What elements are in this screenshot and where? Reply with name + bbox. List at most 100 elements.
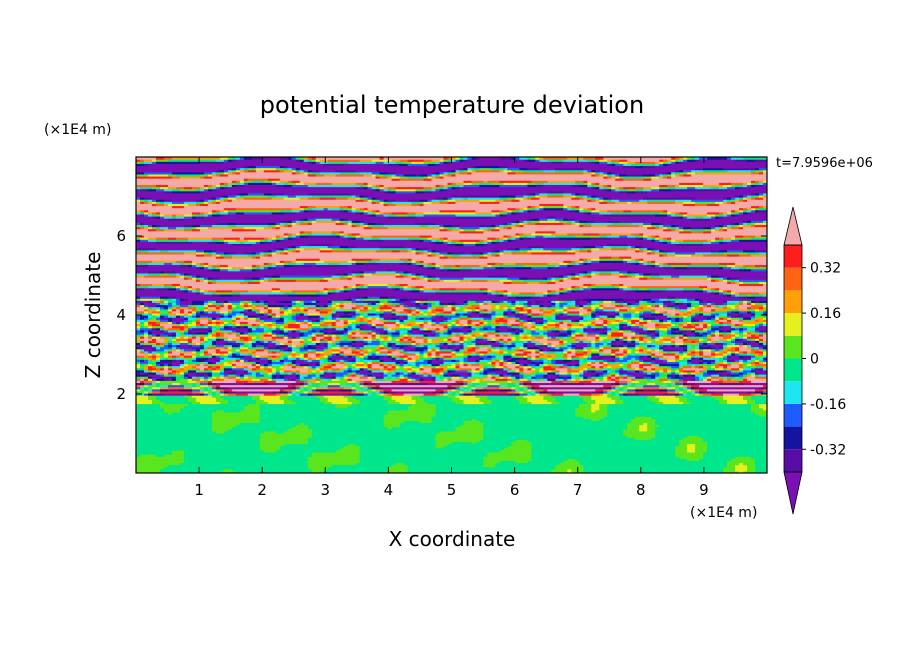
contour-cell — [495, 454, 501, 457]
contour-cell — [219, 424, 225, 428]
contour-cell — [319, 428, 325, 432]
contour-cell — [215, 447, 221, 451]
contour-cell — [239, 460, 245, 464]
contour-cell — [136, 451, 141, 455]
contour-cell — [299, 439, 305, 442]
contour-cell — [731, 470, 736, 473]
contour-cell — [331, 418, 337, 421]
contour-cell — [287, 428, 293, 432]
contour-cell — [539, 435, 544, 438]
contour-cell — [623, 468, 628, 472]
contour-cell — [703, 466, 708, 470]
contour-cell — [311, 435, 317, 438]
contour-cell — [427, 439, 433, 442]
contour-cell — [383, 466, 389, 470]
contour-cell — [295, 451, 301, 455]
contour-cell — [699, 418, 704, 421]
contour-cell — [299, 414, 305, 417]
contour-cell — [319, 449, 325, 453]
contour-cell — [491, 439, 497, 442]
contour-cell — [355, 416, 361, 419]
contour-cell — [283, 470, 289, 473]
contour-cell — [719, 454, 724, 457]
contour-cell — [471, 432, 477, 436]
contour-cell — [287, 462, 293, 466]
contour-cell — [559, 449, 564, 453]
contour-cell — [183, 456, 189, 459]
contour-cell — [763, 468, 767, 472]
contour-cell — [375, 445, 381, 449]
contour-cell — [359, 466, 365, 470]
contour-cell — [143, 430, 149, 434]
contour-cell — [267, 441, 273, 445]
contour-cell — [147, 418, 153, 421]
contour-cell — [759, 447, 764, 451]
contour-cell — [459, 466, 465, 470]
contour-cell — [607, 449, 612, 453]
contour-cell — [143, 414, 149, 417]
contour-cell — [499, 449, 505, 453]
contour-cell — [327, 432, 333, 436]
contour-cell — [291, 466, 297, 470]
contour-cell — [383, 454, 389, 457]
contour-cell — [703, 437, 708, 440]
contour-cell — [751, 416, 756, 419]
contour-cell — [355, 441, 361, 445]
contour-cell — [219, 460, 225, 464]
contour-cell — [347, 441, 353, 445]
contour-cell — [215, 462, 221, 466]
contour-cell — [735, 428, 740, 432]
contour-cell — [611, 422, 616, 426]
contour-cell — [595, 416, 600, 419]
contour-cell — [479, 466, 485, 470]
contour-cell — [723, 449, 728, 453]
contour-cell — [747, 416, 752, 419]
contour-cell — [395, 416, 401, 419]
contour-cell — [279, 449, 285, 453]
contour-cell — [603, 432, 608, 436]
contour-cell — [411, 447, 417, 451]
contour-cell — [479, 445, 485, 449]
contour-cell — [695, 437, 700, 440]
contour-cell — [583, 447, 588, 451]
contour-cell — [627, 449, 632, 453]
contour-cell — [139, 449, 145, 453]
contour-cell — [183, 414, 189, 417]
contour-cell — [231, 451, 237, 455]
contour-cell — [199, 418, 205, 421]
contour-cell — [599, 418, 604, 421]
contour-cell — [615, 439, 620, 442]
contour-cell — [387, 422, 393, 426]
contour-cell — [136, 432, 141, 436]
contour-cell — [227, 422, 233, 426]
contour-cell — [255, 470, 261, 473]
contour-cell — [195, 426, 201, 430]
contour-cell — [511, 449, 516, 453]
contour-cell — [611, 462, 616, 466]
contour-cell — [271, 414, 277, 417]
contour-cell — [191, 462, 197, 466]
contour-cell — [551, 456, 556, 459]
contour-cell — [691, 426, 696, 430]
contour-cell — [179, 468, 185, 472]
contour-cell — [259, 458, 265, 461]
contour-cell — [443, 437, 449, 440]
contour-cell — [143, 443, 149, 447]
contour-cell — [731, 439, 736, 442]
contour-cell — [715, 470, 720, 473]
contour-cell — [335, 418, 341, 421]
contour-cell — [311, 443, 317, 447]
contour-cell — [727, 437, 732, 440]
contour-cell — [707, 454, 712, 457]
contour-cell — [279, 432, 285, 436]
contour-cell — [347, 456, 353, 459]
contour-cell — [407, 414, 413, 417]
contour-cell — [399, 443, 405, 447]
contour-cell — [335, 468, 341, 472]
contour-cell — [347, 443, 353, 447]
contour-cell — [651, 437, 656, 440]
contour-cell — [136, 443, 141, 447]
contour-cell — [667, 441, 672, 445]
contour-cell — [351, 430, 357, 434]
contour-cell — [231, 414, 237, 417]
